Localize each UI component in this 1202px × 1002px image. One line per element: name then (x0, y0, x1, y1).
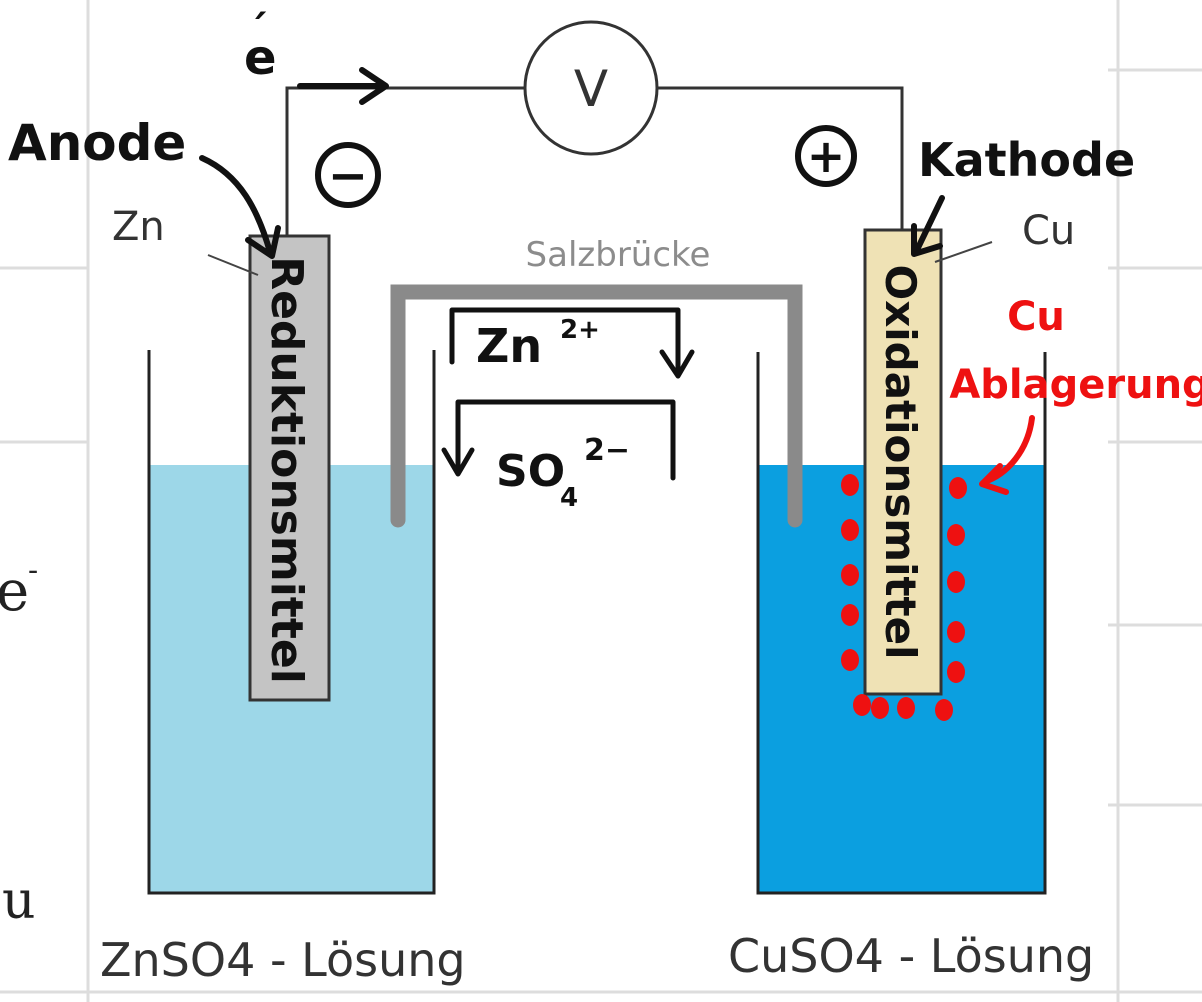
cu-label: Cu (1022, 208, 1075, 254)
copper-electrode (863, 228, 943, 696)
copper-deposit-dot (935, 699, 953, 721)
external-wire (285, 86, 904, 236)
zn-label: Zn (112, 204, 165, 250)
zn-ion-charge: 2+ (560, 315, 600, 345)
sulfate-charge: 2− (584, 433, 630, 468)
copper-deposit-dot (897, 697, 915, 719)
salt-bridge (390, 284, 803, 528)
cu-deposit-arrow (979, 415, 1035, 495)
copper-deposit-dot (947, 661, 965, 683)
electron-flow-arrow (297, 67, 389, 105)
zn-ion-arrow (449, 307, 695, 379)
zn-leader-line (207, 254, 259, 276)
salt-bridge-label: Salzbrücke (526, 235, 711, 275)
zn-beaker (147, 350, 436, 895)
copper-deposit-dot (949, 477, 967, 499)
sulfate-ion-arrow (441, 399, 676, 481)
copper-deposit-dot (841, 604, 859, 626)
plus-sign: + (807, 129, 846, 183)
znso4-solution-label: ZnSO4 - Lösung (100, 933, 466, 987)
copper-deposit-dot (841, 649, 859, 671)
cuso4-solution-label: CuSO4 - Lösung (728, 929, 1094, 983)
copper-deposit-dot (947, 524, 965, 546)
electron-mark: ´ (248, 8, 268, 54)
edge-text-e: e (0, 559, 29, 624)
copper-deposit-dot (841, 474, 859, 496)
copper-deposit-dots (841, 474, 967, 721)
zn-ion-label: Zn (476, 319, 542, 373)
cu-deposit-label-line1: Cu (1007, 294, 1065, 340)
copper-deposit-dot (841, 564, 859, 586)
cu-leader-line (934, 241, 993, 263)
plus-circle-icon (795, 125, 857, 187)
kathode-arrow (911, 195, 945, 257)
cu-beaker (756, 352, 1047, 895)
anode-arrow (199, 155, 281, 259)
reduktionsmittel-label: Reduktionsmittel (261, 256, 312, 684)
minus-sign: − (328, 148, 368, 204)
voltmeter-label: V (574, 60, 608, 118)
edge-text-e-sup: - (28, 553, 38, 588)
sulfate-label: SO (496, 446, 565, 497)
voltmeter (523, 20, 659, 156)
copper-deposit-dot (947, 571, 965, 593)
minus-circle-icon (315, 142, 381, 208)
copper-deposit-dot (871, 697, 889, 719)
copper-deposit-dot (853, 694, 871, 716)
anode-label: Anode (8, 114, 186, 172)
cu-deposit-label-line2: Ablagerung (949, 362, 1202, 408)
sulfate-subscript: 4 (560, 483, 578, 513)
copper-deposit-dot (841, 519, 859, 541)
electron-label: e (244, 30, 277, 86)
zinc-electrode (248, 234, 331, 702)
oxidationsmittel-label: Oxidationsmittel (876, 264, 925, 659)
kathode-label: Kathode (918, 133, 1135, 187)
copper-deposit-dot (947, 621, 965, 643)
edge-text-u: u (2, 871, 36, 931)
